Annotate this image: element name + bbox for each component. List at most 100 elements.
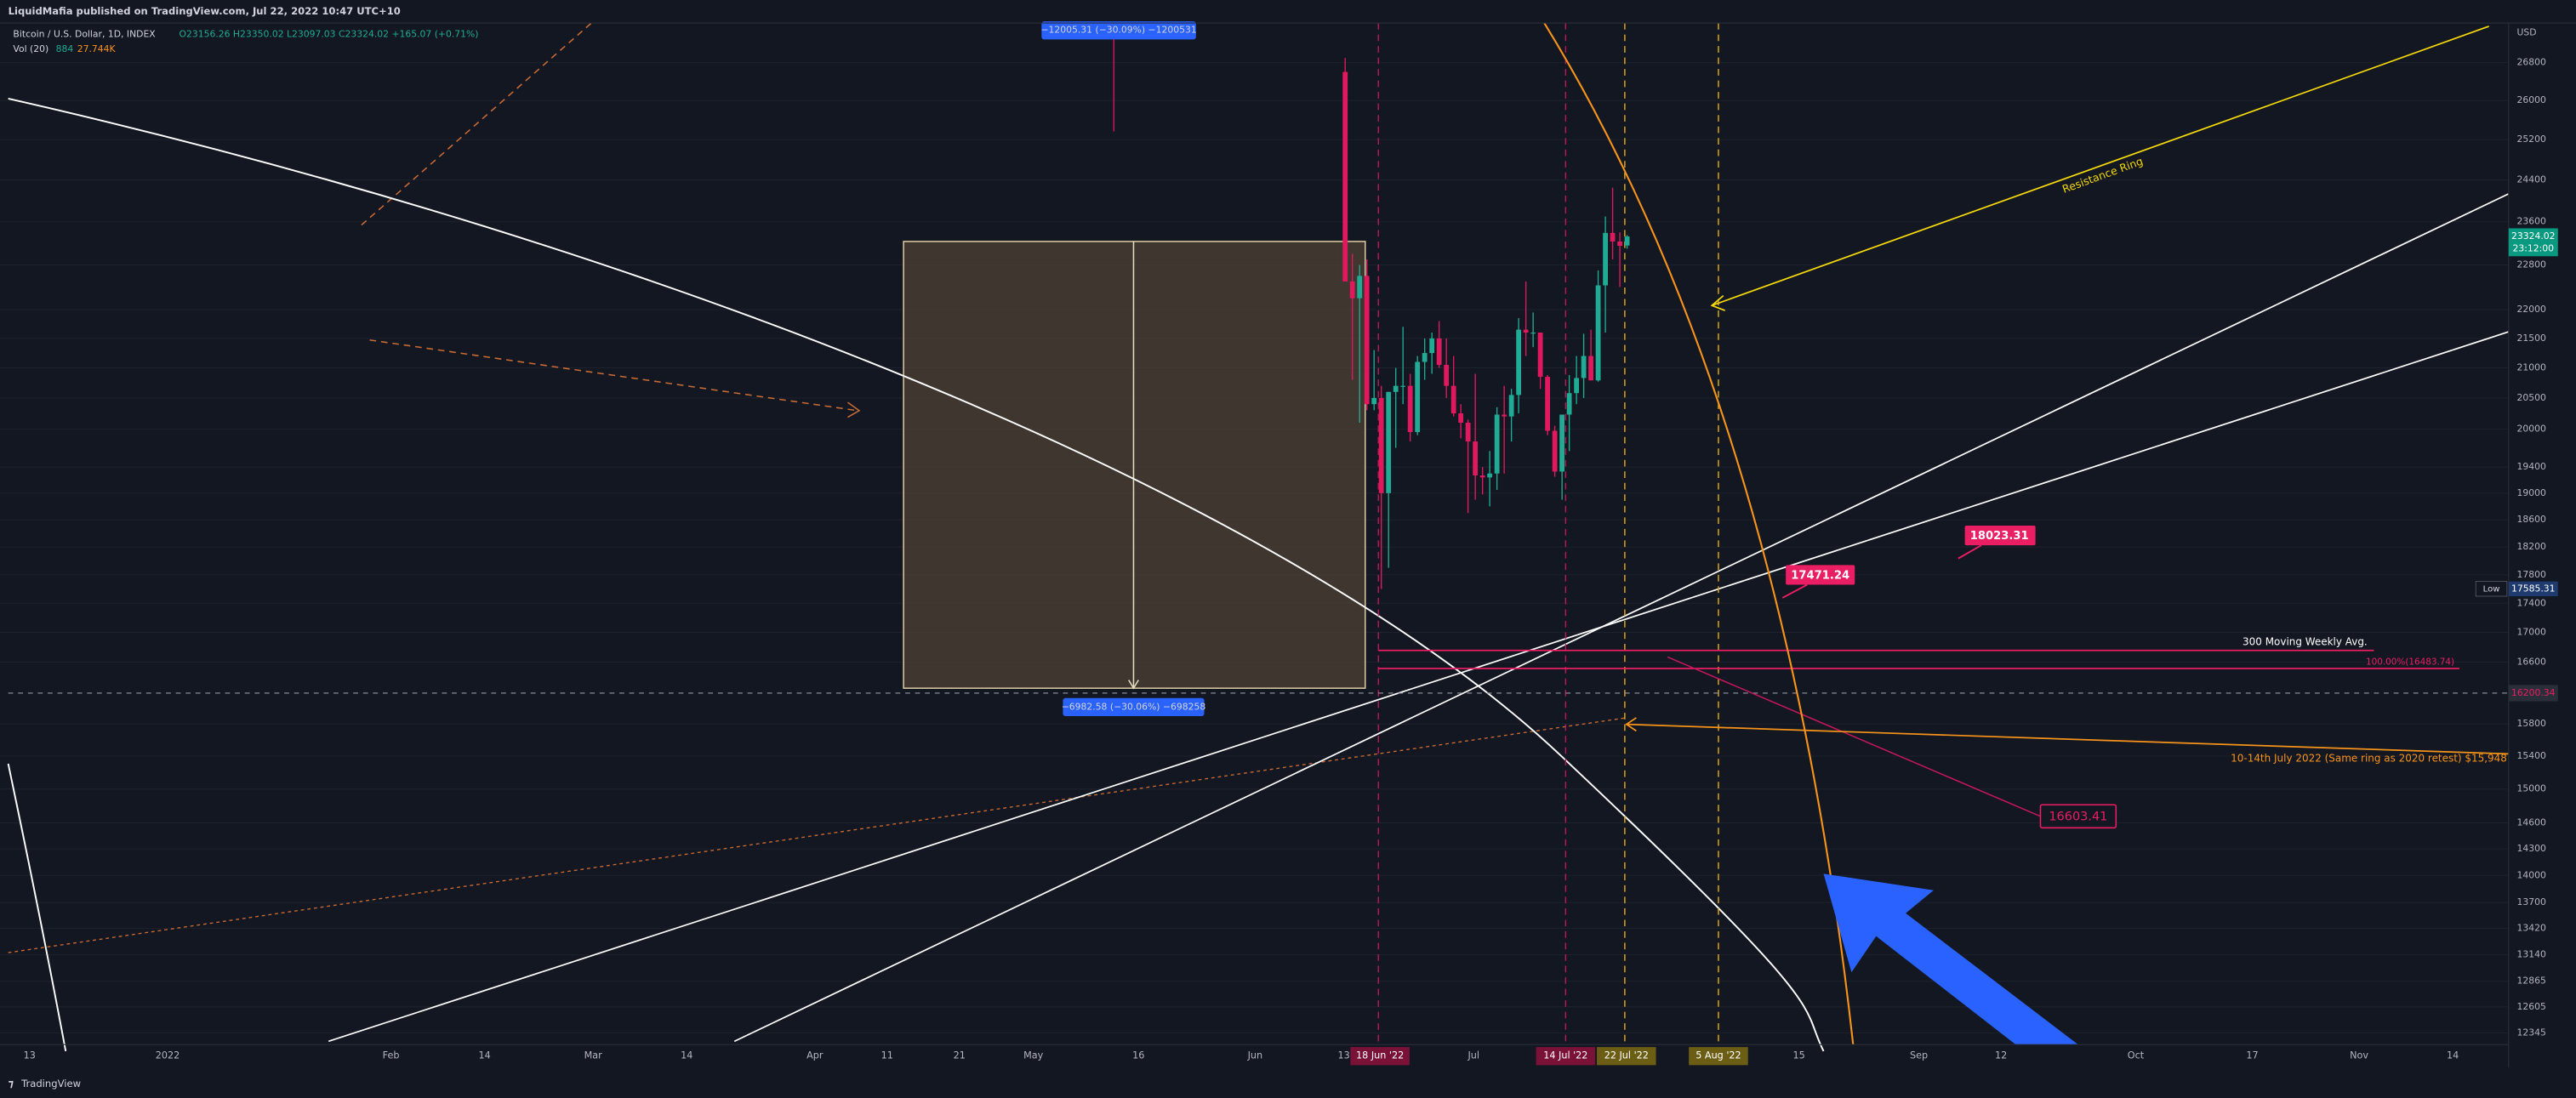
price-callout: 17471.24 <box>1791 569 1849 582</box>
x-highlight-label: 22 Jul '22 <box>1604 1050 1649 1061</box>
candles <box>1342 58 1630 589</box>
x-tick-label: Nov <box>2350 1050 2368 1061</box>
dashed-arrow <box>369 339 858 412</box>
x-tick-label: 16 <box>1132 1050 1144 1061</box>
candle-body <box>1516 329 1522 395</box>
y-tick-label: 20500 <box>2516 392 2545 403</box>
candle-body <box>1422 353 1428 362</box>
trend-line <box>733 193 2510 1043</box>
y-tick-label: 16600 <box>2516 657 2545 668</box>
y-tick-label: 13700 <box>2516 896 2545 907</box>
y-tick-label: 21000 <box>2516 361 2545 373</box>
time-axis: 13 2022 Feb 14 Mar 14 Apr 11 21 May 16 Jun 13 Jul 15 Se… <box>0 1044 2509 1066</box>
measure-label-bg <box>1063 697 1205 716</box>
low-label: Low <box>2483 584 2500 594</box>
price-callout-bg <box>2039 804 2117 829</box>
trend-line <box>328 331 2510 1043</box>
candle-body <box>1581 356 1587 378</box>
y-tick-label: 13140 <box>2516 949 2545 960</box>
price-callout-bg <box>1786 565 1855 585</box>
price-axis: USD 26800 26000 25200 24400 23600 22800 22000 2… <box>2508 23 2546 1068</box>
x-highlight-bg <box>1350 1047 1410 1066</box>
y-tick-label: 12605 <box>2516 1001 2545 1012</box>
candle-body <box>1617 241 1622 247</box>
crosshair-price: 16200.34 <box>2511 687 2556 698</box>
volume-label: Vol (20) <box>13 43 48 54</box>
y-tick-label: 12345 <box>2516 1027 2545 1038</box>
x-tick-label: 12 <box>1995 1050 2007 1061</box>
x-tick-label: 21 <box>954 1050 966 1061</box>
arrow-head <box>1625 717 1637 732</box>
price-callout: 16603.41 <box>2049 811 2107 824</box>
low-tag <box>2475 581 2508 597</box>
candle-body <box>1537 333 1543 378</box>
arrow-head <box>1710 294 1725 311</box>
y-tick-label: 18600 <box>2516 514 2545 525</box>
x-highlight-label: 14 Jul '22 <box>1543 1050 1587 1061</box>
ma-label: 300 Moving Weekly Avg. <box>2243 636 2368 648</box>
x-tick-label: Apr <box>806 1050 824 1061</box>
candle-body <box>1400 385 1406 387</box>
y-tick-label: 26800 <box>2516 57 2545 68</box>
candle-body <box>1603 232 1608 286</box>
y-tick-label: 25200 <box>2516 134 2545 145</box>
arrow-head <box>847 401 861 418</box>
candle-body <box>1545 377 1551 431</box>
price-callout-bg <box>1964 525 2036 546</box>
candle-body <box>1595 285 1601 381</box>
crosshair-tag <box>2508 685 2558 702</box>
candle-body <box>1349 281 1355 299</box>
candle-body <box>1502 414 1507 417</box>
y-tick-label: 13420 <box>2516 923 2545 934</box>
measure-label-bg <box>1041 21 1196 40</box>
candle-body <box>1624 236 1630 246</box>
callout-pointer <box>1781 583 1808 599</box>
x-tick-label: Mar <box>584 1050 603 1061</box>
publisher: LiquidMafia published on TradingView.com… <box>9 5 401 17</box>
candle-body <box>1342 71 1348 282</box>
callout-pointer <box>1958 544 1982 560</box>
candle-body <box>1458 413 1464 423</box>
candle-body <box>1386 391 1392 493</box>
y-tick-label: 17000 <box>2516 627 2545 638</box>
candle-body <box>1378 397 1384 493</box>
candle-body <box>1364 276 1370 405</box>
candle-body <box>1450 385 1456 414</box>
volume-value: 884 <box>56 43 74 54</box>
callout-line <box>1667 656 2041 817</box>
x-highlight-bg <box>1597 1047 1656 1066</box>
last-price: 23324.02 <box>2511 230 2556 242</box>
y-tick-label: 22000 <box>2516 304 2545 315</box>
y-tick-label: 15000 <box>2516 783 2545 794</box>
x-tick-label: 13 <box>1338 1050 1350 1061</box>
candle-body <box>1415 361 1421 432</box>
orange-curve <box>1543 22 1855 1045</box>
y-tick-label: 20000 <box>2516 423 2545 434</box>
y-tick-label: 14600 <box>2516 817 2545 828</box>
dashed-line <box>361 22 592 226</box>
candle-body <box>1436 338 1442 365</box>
candle-body <box>1559 414 1565 472</box>
candle-body <box>1429 338 1435 354</box>
x-highlight-label: 18 Jun '22 <box>1356 1050 1404 1061</box>
x-tick-label: 2022 <box>156 1050 180 1061</box>
candle-body <box>1574 378 1580 394</box>
candle-body <box>1371 397 1377 405</box>
symbol: Bitcoin / U.S. Dollar, 1D, INDEX <box>13 29 156 40</box>
candle-body <box>1393 385 1399 392</box>
candle-body <box>1473 441 1479 476</box>
y-tick-label: 15400 <box>2516 750 2545 761</box>
y-tick-label: 14000 <box>2516 869 2545 880</box>
candle-body <box>1508 395 1514 417</box>
y-tick-label: 19400 <box>2516 461 2545 472</box>
x-tick-label: Sep <box>1910 1050 1928 1061</box>
y-tick-label: 14300 <box>2516 843 2545 854</box>
candle-body <box>1479 475 1485 478</box>
x-tick-label: 14 <box>2447 1050 2459 1061</box>
measure-label: −12005.31 (−30.09%) −1200531 <box>1040 25 1196 36</box>
x-tick-label: Jul <box>1467 1050 1479 1061</box>
countdown: 23:12:00 <box>2513 243 2555 254</box>
white-curve <box>7 763 67 1052</box>
y-tick-label: 26000 <box>2516 94 2545 105</box>
